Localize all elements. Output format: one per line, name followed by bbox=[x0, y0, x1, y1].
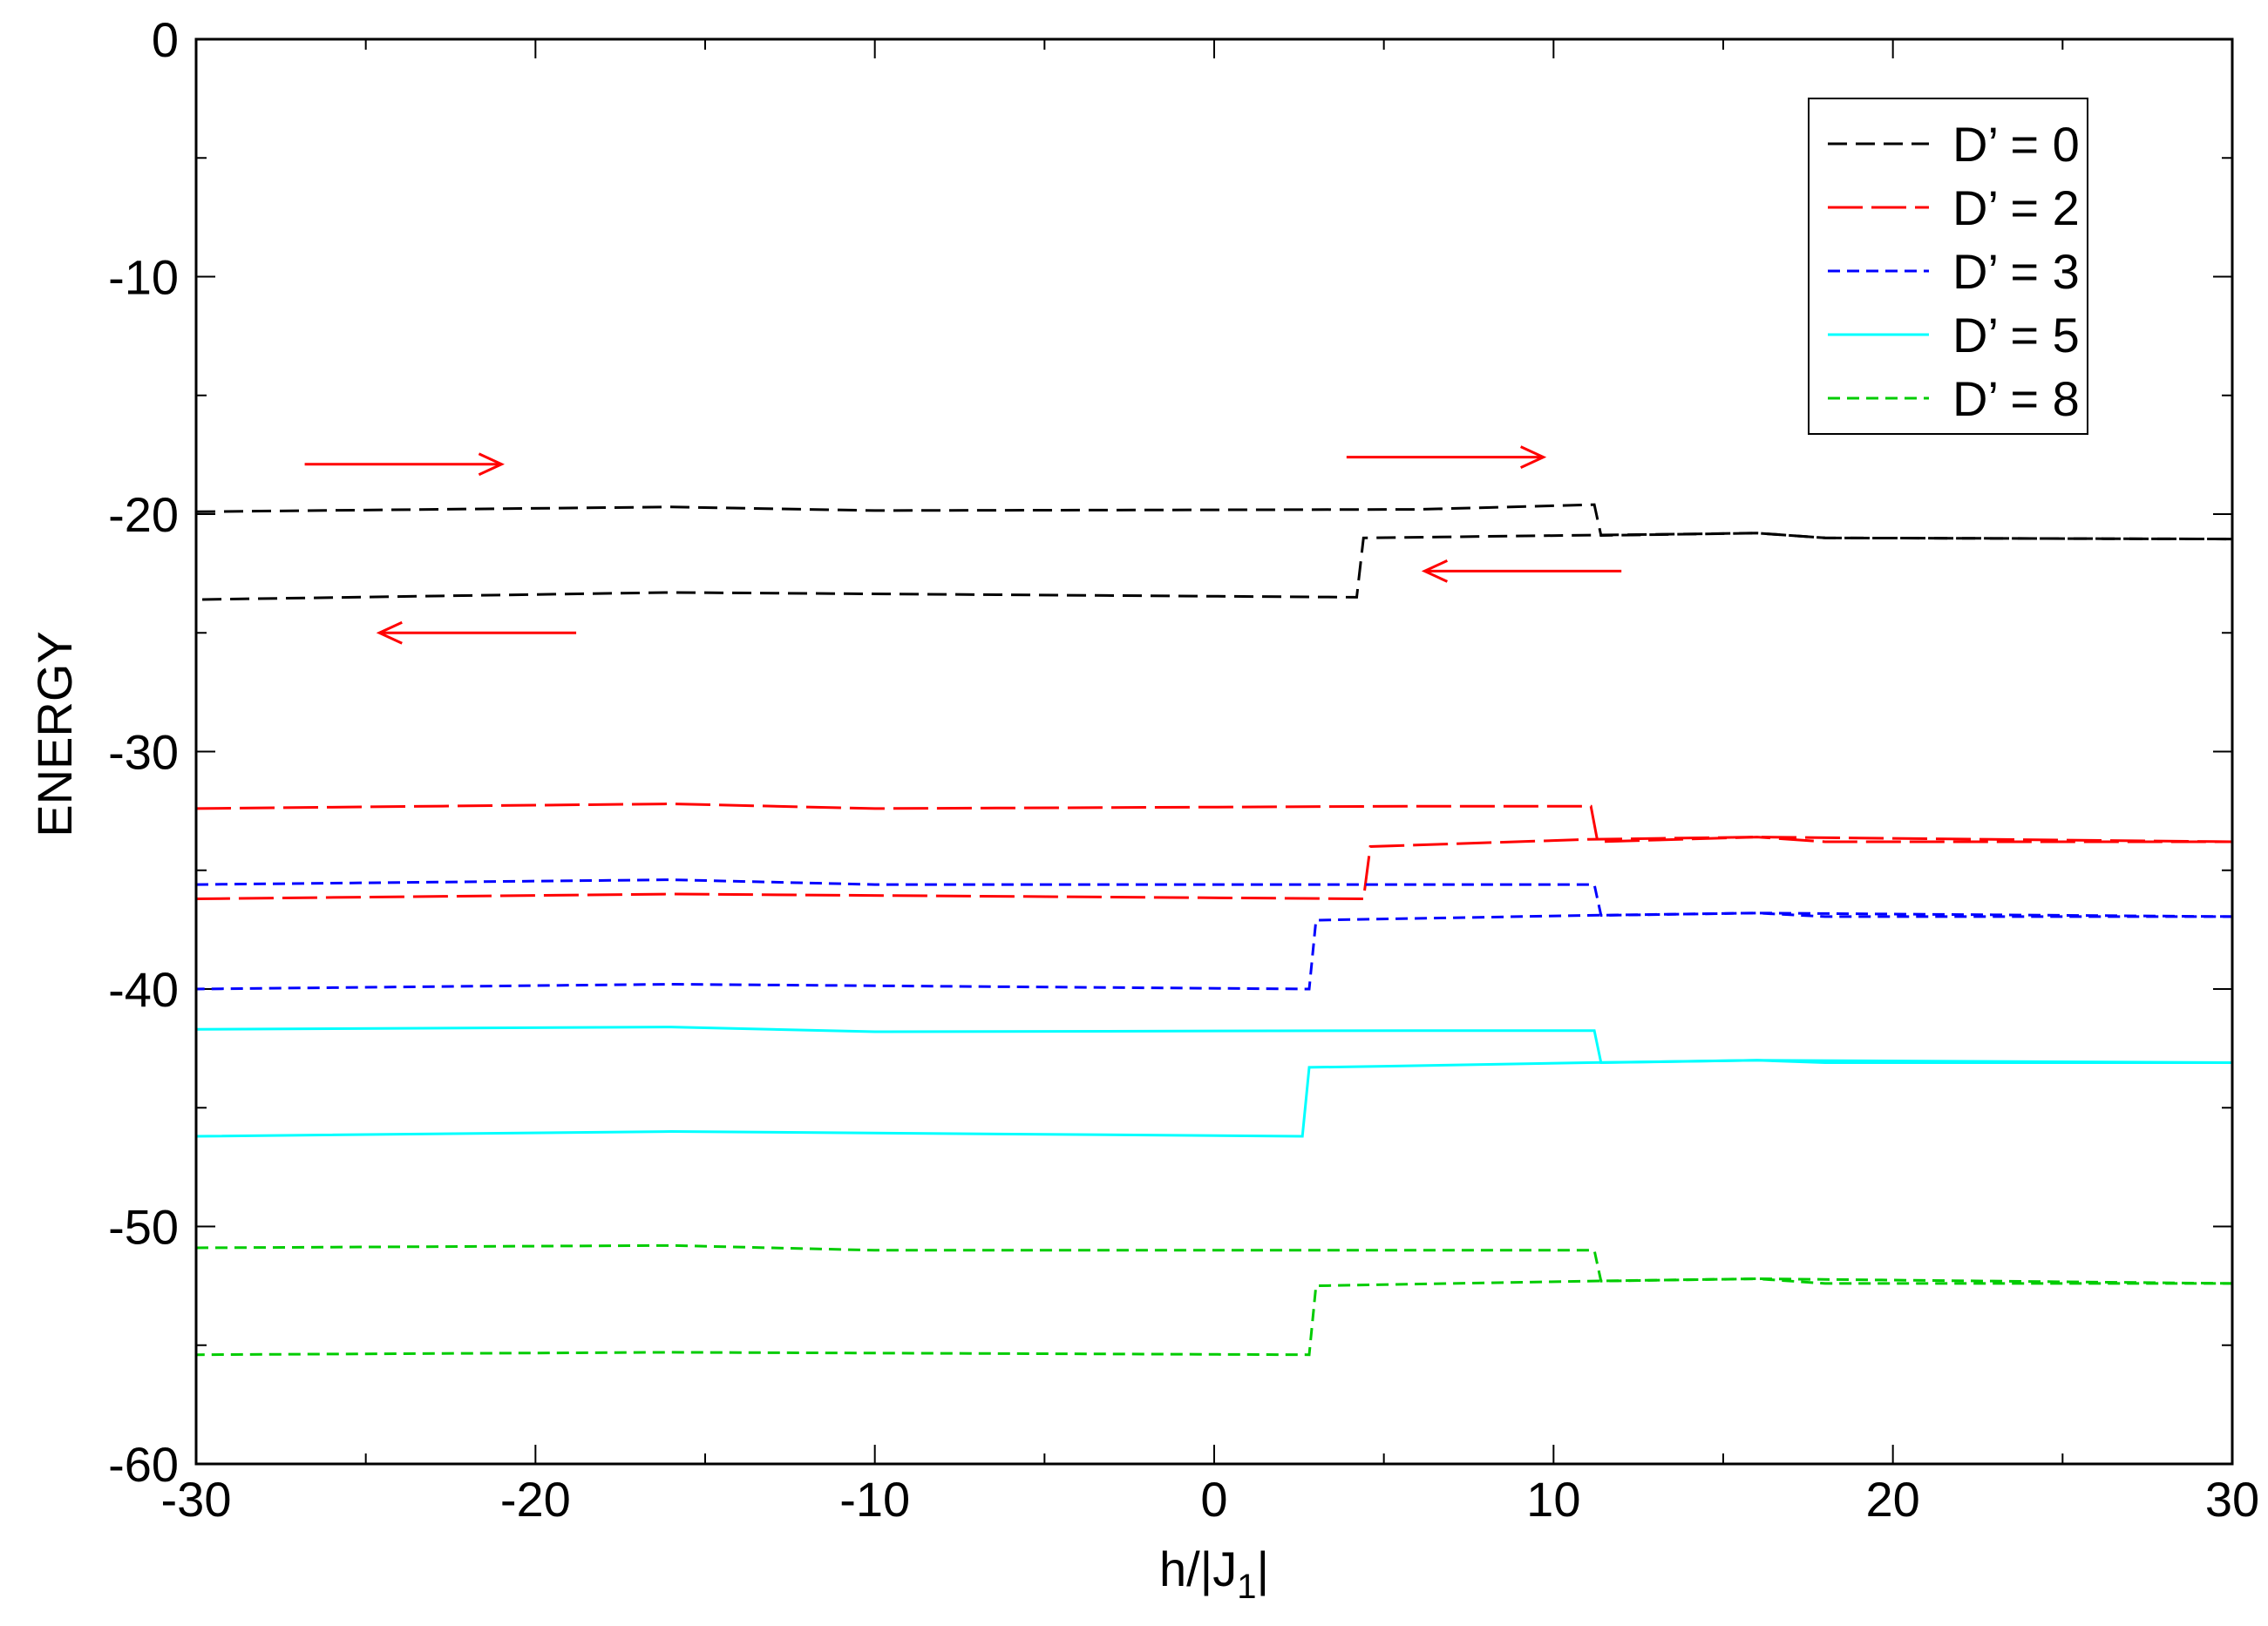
arrow-head bbox=[1421, 559, 1449, 583]
y-tick-label: -10 bbox=[108, 250, 179, 305]
arrow-head bbox=[376, 620, 403, 645]
series-4 bbox=[195, 1243, 2233, 1357]
x-tick-label: -30 bbox=[161, 1472, 232, 1527]
red-arrow bbox=[304, 452, 505, 477]
series-0 bbox=[195, 503, 2233, 601]
legend-box bbox=[1808, 98, 2088, 435]
red-arrow bbox=[1421, 559, 1622, 583]
legend-label: D’ = 0 bbox=[1952, 117, 2080, 172]
series-layer bbox=[195, 503, 2233, 1357]
x-tick-label: -10 bbox=[839, 1472, 910, 1527]
series-line-forward bbox=[195, 802, 2232, 843]
series-line-backward bbox=[195, 836, 2233, 901]
series-1 bbox=[195, 802, 2233, 901]
arrow-head bbox=[1520, 445, 1547, 469]
legend-label: D’ = 5 bbox=[1952, 308, 2080, 362]
x-axis-label-suffix: | bbox=[1256, 1541, 1269, 1596]
x-tick-label: 10 bbox=[1526, 1472, 1580, 1527]
y-axis-label: ENERGY bbox=[27, 631, 82, 837]
series-line-backward bbox=[195, 1059, 2233, 1138]
tick-label-layer: -30 -20 -10 0 10 20 30 0 -10 -20 -30 -40 -50 -60 bbox=[108, 12, 2259, 1527]
annotation-layer bbox=[304, 445, 1622, 645]
x-axis-label-subscript: 1 bbox=[1237, 1568, 1256, 1606]
x-tick-label: 0 bbox=[1200, 1472, 1227, 1527]
arrow-head bbox=[478, 452, 505, 477]
legend: D’ = 0 D’ = 2 D’ = 3 D’ = 5 D’ = 8 bbox=[1808, 98, 2088, 435]
x-tick-label: 30 bbox=[2205, 1472, 2259, 1527]
x-tick-label: 20 bbox=[1866, 1472, 1920, 1527]
y-tick-label: -20 bbox=[108, 487, 179, 542]
x-tick-label: -20 bbox=[500, 1472, 571, 1527]
legend-label: D’ = 2 bbox=[1952, 180, 2080, 235]
series-line-forward bbox=[195, 1243, 2232, 1285]
y-tick-label: -60 bbox=[108, 1437, 179, 1492]
series-line-forward bbox=[195, 878, 2232, 918]
legend-label: D’ = 8 bbox=[1952, 371, 2080, 426]
red-arrow bbox=[376, 620, 577, 645]
x-axis-label: h/|J1| bbox=[1159, 1541, 1269, 1606]
y-tick-label: 0 bbox=[152, 12, 179, 67]
plot-frame bbox=[194, 37, 2234, 1466]
series-line-backward bbox=[195, 532, 2233, 601]
series-line-forward bbox=[195, 1026, 2232, 1065]
y-tick-label: -50 bbox=[108, 1200, 179, 1255]
red-arrow bbox=[1346, 445, 1547, 469]
y-tick-label: -40 bbox=[108, 962, 179, 1017]
legend-label: D’ = 3 bbox=[1952, 244, 2080, 299]
y-tick-label: -30 bbox=[108, 725, 179, 780]
x-axis-label-main: h/|J bbox=[1159, 1541, 1237, 1596]
series-2 bbox=[195, 878, 2233, 991]
series-3 bbox=[195, 1026, 2233, 1138]
